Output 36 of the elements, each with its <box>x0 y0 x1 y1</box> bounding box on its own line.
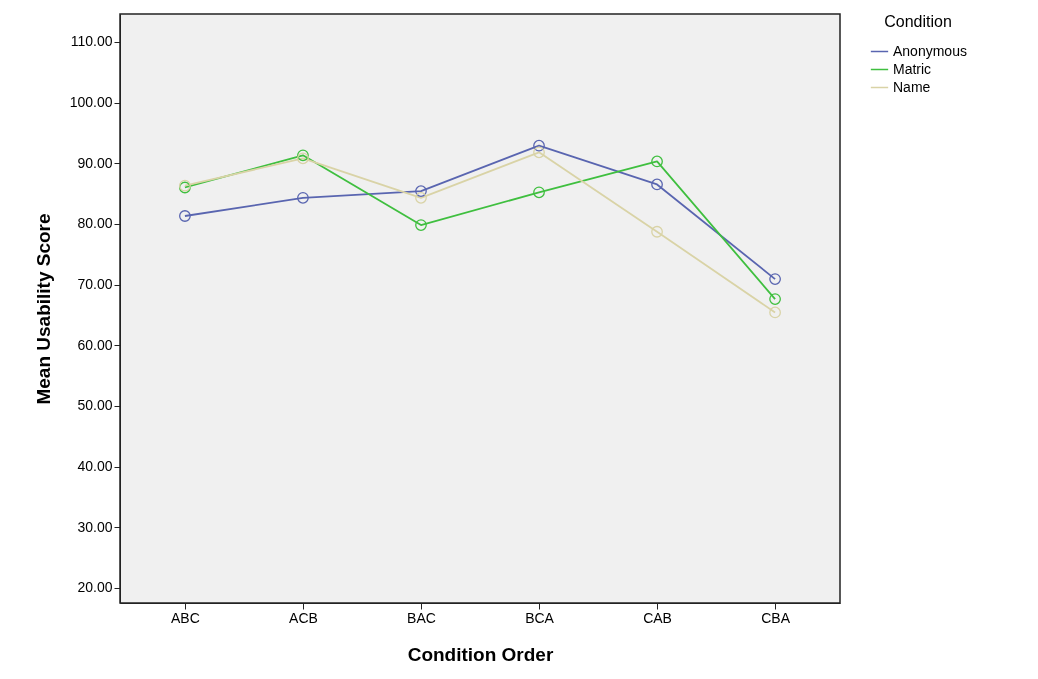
x-axis-title: Condition Order <box>407 643 554 665</box>
point <box>533 186 545 199</box>
legend-title: Condition <box>884 13 952 30</box>
y-tick-label: 110.00 <box>70 33 113 50</box>
point <box>651 225 663 238</box>
y-tick-label: 70.00 <box>77 276 113 293</box>
legend-label: Name <box>893 78 931 95</box>
legend-label: Anonymous <box>893 42 967 59</box>
point <box>415 185 427 198</box>
point <box>651 155 663 168</box>
y-tick-label: 80.00 <box>77 215 113 232</box>
point <box>533 146 545 159</box>
y-tick-label: 90.00 <box>77 154 113 171</box>
y-axis-title: Mean Usability Score <box>32 213 54 405</box>
point <box>533 139 545 152</box>
x-tick-label: BAC <box>407 609 436 626</box>
point <box>297 191 309 204</box>
y-tick-label: 40.00 <box>77 458 113 475</box>
x-tick-label: CAB <box>643 609 672 626</box>
point <box>769 293 781 305</box>
x-tick-label: CBA <box>761 609 791 626</box>
y-tick-label: 60.00 <box>77 336 113 353</box>
point <box>651 178 663 191</box>
point <box>769 273 781 285</box>
x-tick-label: ACB <box>289 609 318 626</box>
y-tick-label: 30.00 <box>77 518 113 535</box>
y-tick-label: 50.00 <box>77 397 113 414</box>
legend-label: Matric <box>893 60 932 77</box>
point <box>415 219 427 231</box>
point <box>179 210 191 222</box>
y-tick-label: 20.00 <box>77 579 113 596</box>
point <box>415 191 427 204</box>
point <box>769 306 781 319</box>
y-tick-label: 100.00 <box>69 94 113 111</box>
x-tick-label: BCA <box>525 609 555 626</box>
x-tick-label: ABC <box>171 609 200 626</box>
